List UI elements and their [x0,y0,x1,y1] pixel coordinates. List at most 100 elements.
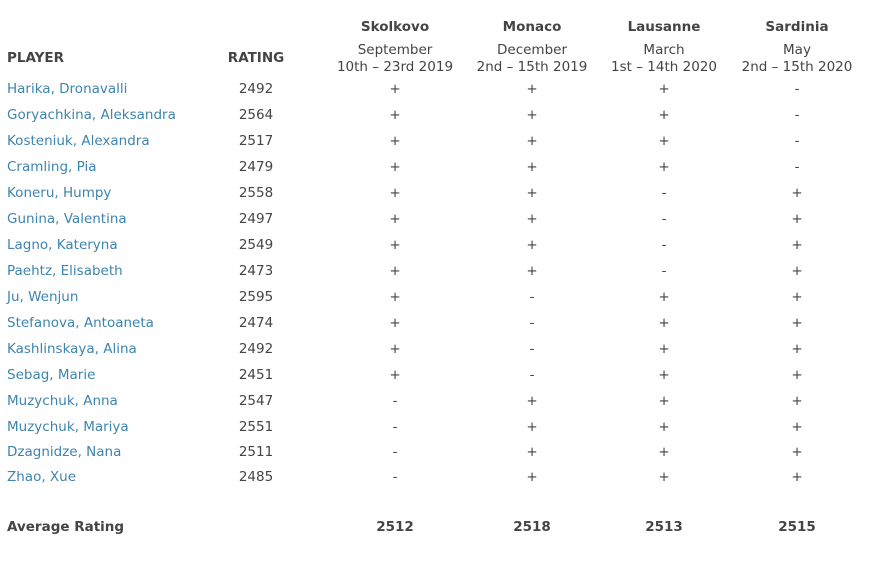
participation-mark: - [794,159,800,175]
player-rating: 2551 [238,419,274,435]
venue-dates: 2nd – 15th 2019 [476,59,588,75]
participation-mark: + [791,263,803,279]
player-name[interactable]: Cramling, Pia [7,159,97,175]
participation-mark: + [658,133,670,149]
participation-mark: + [389,237,401,253]
participation-mark: - [661,237,667,253]
venue-dates: 10th – 23rd 2019 [336,59,454,75]
average-rating: 2515 [778,519,816,535]
player-name[interactable]: Koneru, Humpy [7,185,112,201]
participation-mark: - [392,444,398,460]
participation-mark: - [392,393,398,409]
player-rating: 2492 [238,81,274,97]
venue-month: March [643,42,685,58]
participation-mark: + [389,289,401,305]
participation-mark: + [526,263,538,279]
player-header: PLAYER [7,50,65,66]
player-rating: 2479 [238,159,274,175]
player-name[interactable]: Muzychuk, Anna [7,393,118,409]
player-rating: 2511 [238,444,274,460]
player-rating: 2549 [238,237,274,253]
participation-mark: - [661,185,667,201]
participation-mark: - [529,289,535,305]
player-rating: 2564 [238,107,274,123]
player-rating: 2558 [238,185,274,201]
player-rating: 2492 [238,341,274,357]
venue-month: May [783,42,811,58]
player-name[interactable]: Lagno, Kateryna [7,237,118,253]
participation-mark: + [526,81,538,97]
player-name[interactable]: Kosteniuk, Alexandra [7,133,150,149]
player-name[interactable]: Muzychuk, Mariya [7,419,129,435]
venue-name: Skolkovo [360,19,430,35]
player-name[interactable]: Harika, Dronavalli [7,81,128,97]
venue-name: Monaco [502,19,562,35]
participation-mark: + [526,237,538,253]
venue-name: Lausanne [627,19,701,35]
player-name[interactable]: Gunina, Valentina [7,211,127,227]
player-name[interactable]: Ju, Wenjun [7,289,79,305]
participation-mark: - [529,367,535,383]
venue-month: September [357,42,433,58]
participation-mark: - [392,469,398,485]
average-rating: 2518 [513,519,551,535]
player-rating: 2474 [238,315,274,331]
participation-mark: + [791,185,803,201]
participation-mark: + [389,185,401,201]
average-rating: 2513 [645,519,683,535]
participation-mark: + [389,81,401,97]
participation-mark: + [526,185,538,201]
participation-mark: + [791,289,803,305]
participation-mark: + [658,289,670,305]
participation-mark: + [526,159,538,175]
participation-mark: - [661,211,667,227]
participation-mark: + [389,211,401,227]
participation-mark: + [389,133,401,149]
participation-mark: + [526,133,538,149]
participation-mark: + [791,419,803,435]
player-name[interactable]: Stefanova, Antoaneta [7,315,154,331]
participation-mark: + [658,393,670,409]
venue-dates: 2nd – 15th 2020 [741,59,853,75]
player-name[interactable]: Sebag, Marie [7,367,96,383]
participation-mark: + [658,81,670,97]
player-name[interactable]: Dzagnidze, Nana [7,444,122,460]
participation-mark: + [658,159,670,175]
average-label: Average Rating [7,519,125,535]
venue-dates: 1st – 14th 2020 [611,59,717,75]
player-rating: 2547 [238,393,274,409]
participation-mark: - [794,133,800,149]
participation-mark: + [389,159,401,175]
participation-mark: + [389,315,401,331]
participation-mark: + [526,444,538,460]
participation-mark: + [658,469,670,485]
participation-mark: + [791,237,803,253]
participation-mark: + [389,107,401,123]
participation-mark: + [658,367,670,383]
participation-mark: + [658,315,670,331]
player-rating: 2451 [238,367,274,383]
participation-mark: + [791,444,803,460]
venue-name: Sardinia [765,19,829,35]
participation-mark: + [658,444,670,460]
player-name[interactable]: Goryachkina, Aleksandra [7,107,176,123]
player-name[interactable]: Kashlinskaya, Alina [7,341,137,357]
participation-mark: + [526,469,538,485]
participation-mark: + [658,419,670,435]
participation-mark: + [791,469,803,485]
player-name[interactable]: Paehtz, Elisabeth [7,263,123,279]
participation-mark: + [526,419,538,435]
participation-mark: + [791,315,803,331]
participation-mark: - [661,263,667,279]
participation-mark: + [526,393,538,409]
rating-header: RATING [227,50,285,66]
participation-mark: - [529,341,535,357]
participation-mark: - [794,107,800,123]
player-name[interactable]: Zhao, Xue [7,469,77,485]
player-rating: 2497 [238,211,274,227]
player-rating: 2595 [238,289,274,305]
participation-mark: + [658,107,670,123]
player-rating: 2485 [238,469,274,485]
participation-mark: + [389,263,401,279]
average-rating: 2512 [376,519,414,535]
